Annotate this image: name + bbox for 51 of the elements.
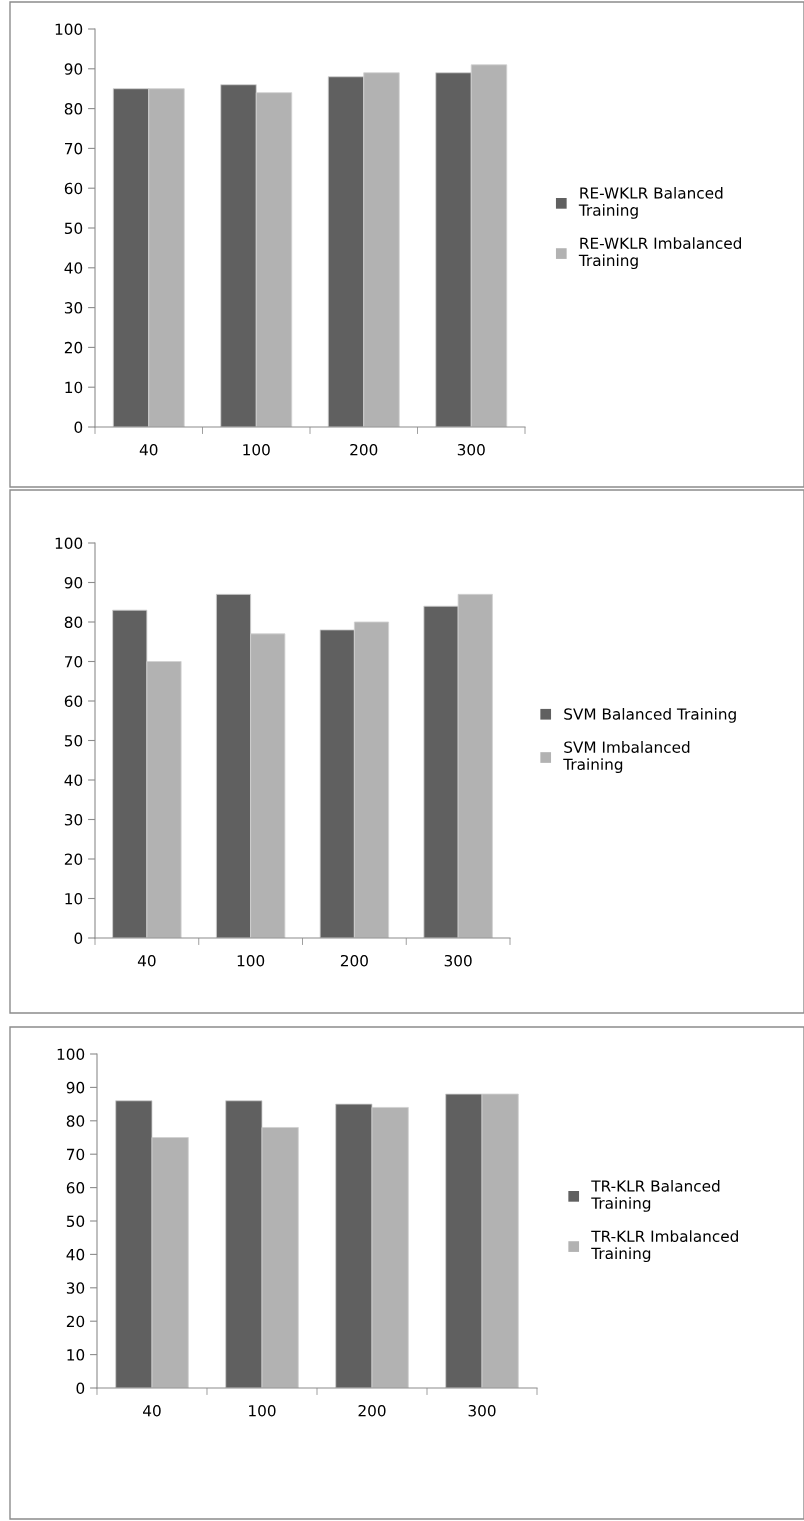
- y-tick-label: 80: [66, 1115, 85, 1127]
- y-tick-label: 80: [64, 616, 83, 629]
- y-tick-label: 10: [65, 892, 83, 905]
- y-tick-label: 30: [64, 813, 83, 826]
- y-tick-label: 0: [76, 1382, 85, 1395]
- y-tick-label: 90: [64, 576, 83, 589]
- x-tick-label: 100: [249, 1404, 276, 1417]
- y-tick-label: 10: [65, 381, 83, 394]
- y-tick-label: 0: [74, 421, 83, 434]
- y-tick-label: 30: [64, 302, 83, 314]
- y-tick-label: 60: [64, 695, 83, 708]
- legend-label: TR-KLR Balanced Training: [591, 1179, 720, 1212]
- y-tick-label: 70: [65, 655, 83, 668]
- y-tick-label: 50: [64, 734, 83, 747]
- y-tick-label: 60: [64, 182, 83, 195]
- x-tick-label: 100: [243, 443, 270, 456]
- y-tick-label: 80: [64, 103, 83, 115]
- x-tick-label: 200: [358, 1404, 386, 1417]
- y-tick-label: 20: [64, 853, 83, 866]
- y-tick-label: 70: [67, 1148, 85, 1161]
- legend-label: TR-KLR Imbalanced Training: [591, 1230, 738, 1263]
- legend-label: RE-WKLR Balanced Training: [578, 186, 723, 219]
- x-tick-label: 300: [444, 954, 472, 967]
- y-tick-label: 90: [66, 1081, 85, 1094]
- x-tick-label: 40: [137, 954, 156, 967]
- y-tick-label: 100: [55, 23, 83, 36]
- y-tick-label: 60: [66, 1182, 85, 1194]
- y-tick-label: 100: [57, 1048, 85, 1061]
- y-tick-label: 90: [64, 63, 83, 75]
- y-tick-label: 40: [64, 262, 83, 274]
- x-tick-label: 100: [237, 954, 265, 967]
- legend-label: SVM Imbalanced Training: [563, 741, 690, 774]
- x-tick-label: 200: [350, 443, 378, 456]
- x-tick-label: 40: [139, 443, 158, 456]
- x-tick-label: 300: [468, 1404, 496, 1417]
- y-tick-label: 30: [66, 1282, 85, 1294]
- x-tick-label: 200: [340, 954, 368, 967]
- legend-label: SVM Balanced Training: [564, 707, 736, 723]
- y-tick-label: 10: [67, 1349, 85, 1361]
- y-tick-label: 20: [64, 341, 83, 354]
- x-tick-label: 300: [457, 443, 485, 456]
- y-tick-label: 40: [66, 1248, 85, 1261]
- y-tick-label: 40: [64, 774, 83, 787]
- y-tick-label: 100: [55, 537, 83, 550]
- y-tick-label: 0: [74, 932, 83, 945]
- y-tick-label: 20: [66, 1315, 85, 1328]
- y-tick-label: 70: [65, 142, 83, 155]
- legend-label: RE-WKLR Imbalanced Training: [578, 237, 741, 270]
- x-tick-label: 40: [143, 1404, 161, 1417]
- y-tick-label: 50: [66, 1215, 85, 1228]
- y-tick-label: 50: [64, 222, 83, 235]
